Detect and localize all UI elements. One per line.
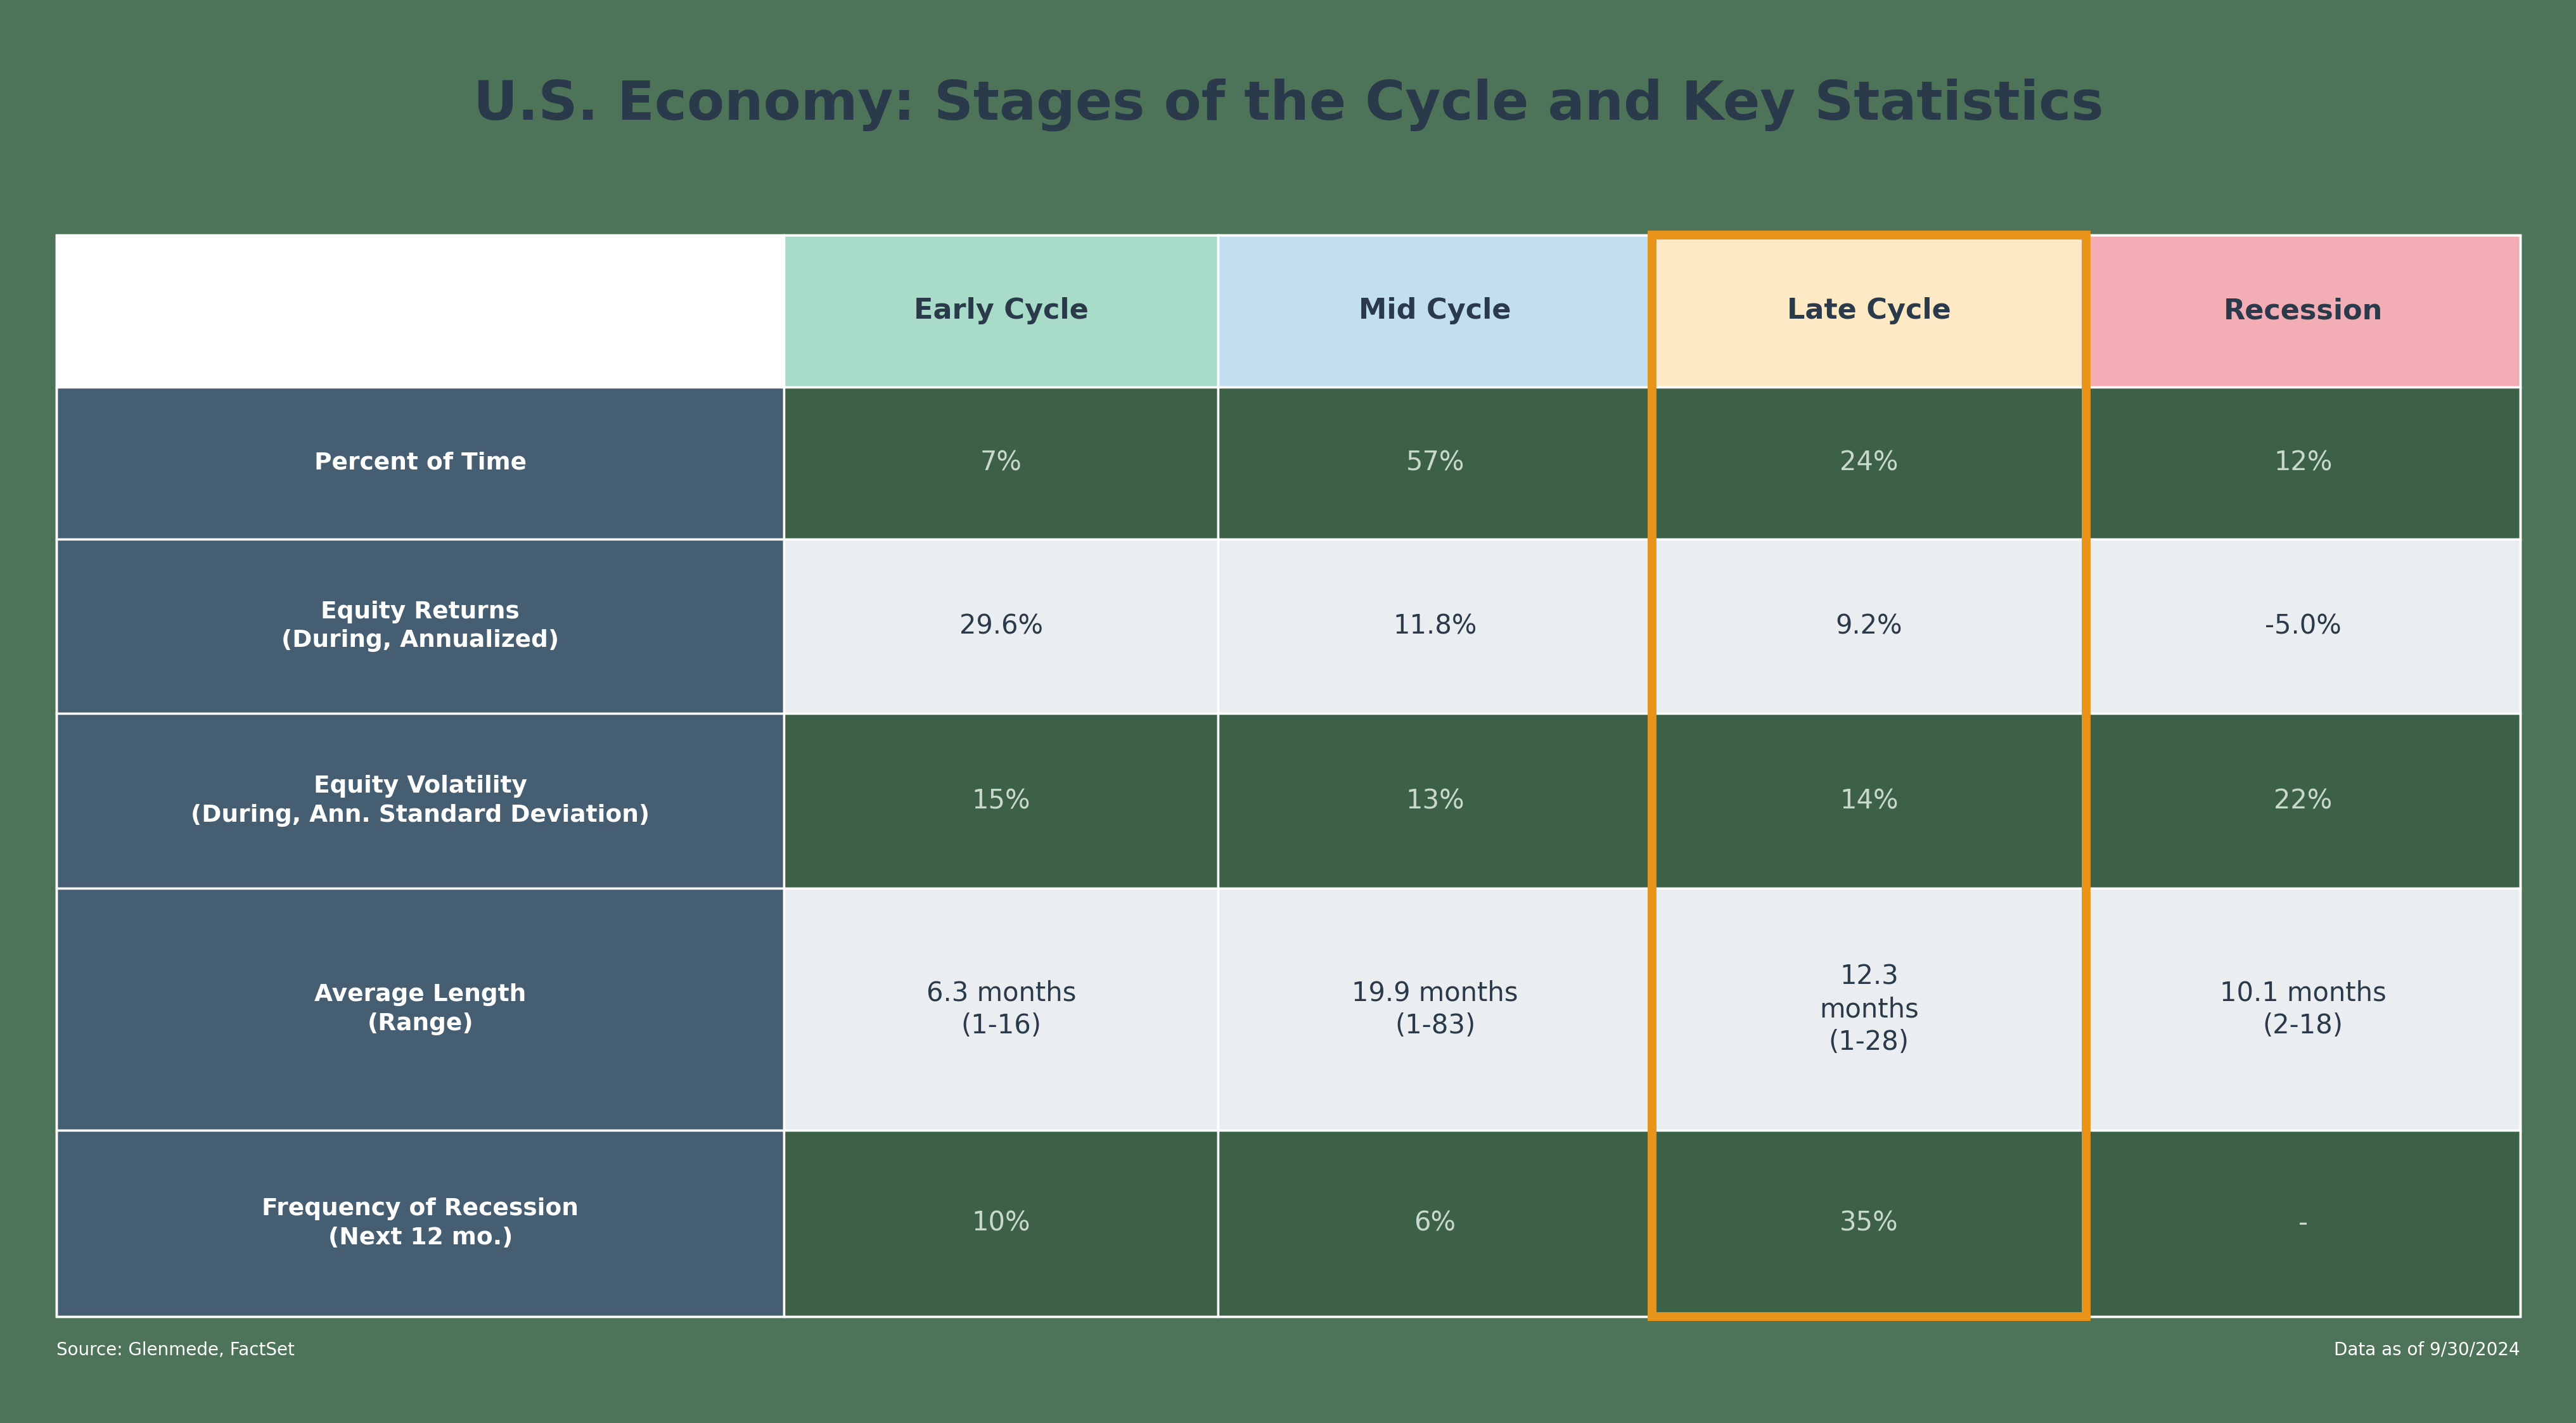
Bar [1651, 713, 2087, 888]
Text: Source: Glenmede, FactSet: Source: Glenmede, FactSet [57, 1342, 294, 1359]
Text: 9.2%: 9.2% [1834, 613, 1901, 639]
Text: 57%: 57% [1406, 450, 1463, 477]
Bar [57, 539, 783, 713]
Bar [57, 235, 2519, 1316]
Text: Early Cycle: Early Cycle [914, 297, 1087, 324]
Text: 14%: 14% [1839, 787, 1899, 814]
Bar [783, 713, 1218, 888]
Bar [783, 387, 1218, 539]
Bar [783, 539, 1218, 713]
Bar [1651, 1130, 2087, 1316]
Text: 10.1 months
(2-18): 10.1 months (2-18) [2218, 979, 2385, 1039]
Text: 24%: 24% [1839, 450, 1899, 477]
Text: 10%: 10% [971, 1210, 1030, 1237]
Text: U.S. Economy: Stages of the Cycle and Key Statistics: U.S. Economy: Stages of the Cycle and Ke… [474, 78, 2102, 131]
Text: -: - [2298, 1210, 2308, 1237]
Bar [1218, 713, 1651, 888]
Bar [1651, 235, 2087, 1316]
Bar [2087, 713, 2519, 888]
Bar [783, 888, 1218, 1130]
Bar [1218, 235, 1651, 387]
Bar [1218, 888, 1651, 1130]
Text: 7%: 7% [979, 450, 1023, 477]
Bar [57, 1130, 783, 1316]
Bar [2087, 235, 2519, 387]
Bar [57, 235, 783, 387]
Bar [1651, 235, 2087, 387]
Text: 19.9 months
(1-83): 19.9 months (1-83) [1352, 979, 1517, 1039]
Bar [57, 888, 783, 1130]
Text: Percent of Time: Percent of Time [314, 451, 526, 474]
Bar [1651, 539, 2087, 713]
Text: Data as of 9/30/2024: Data as of 9/30/2024 [2334, 1342, 2519, 1359]
Bar [783, 1130, 1218, 1316]
Bar [1651, 888, 2087, 1130]
Bar [1651, 387, 2087, 539]
Text: -5.0%: -5.0% [2264, 613, 2342, 639]
Bar [783, 235, 1218, 387]
Text: 11.8%: 11.8% [1394, 613, 1476, 639]
Bar [57, 713, 783, 888]
Text: Equity Volatility
(During, Ann. Standard Deviation): Equity Volatility (During, Ann. Standard… [191, 776, 649, 827]
Text: 6%: 6% [1414, 1210, 1455, 1237]
Bar [1218, 539, 1651, 713]
Bar [1218, 387, 1651, 539]
Text: Late Cycle: Late Cycle [1788, 297, 1950, 324]
Text: Average Length
(Range): Average Length (Range) [314, 983, 526, 1035]
Bar [2087, 387, 2519, 539]
Text: 29.6%: 29.6% [958, 613, 1043, 639]
Text: Mid Cycle: Mid Cycle [1358, 297, 1512, 324]
Bar [57, 235, 2519, 1316]
Text: Equity Returns
(During, Annualized): Equity Returns (During, Annualized) [281, 601, 559, 652]
Text: 6.3 months
(1-16): 6.3 months (1-16) [925, 979, 1077, 1039]
Bar [2087, 539, 2519, 713]
Text: Recession: Recession [2223, 297, 2383, 324]
Text: 15%: 15% [971, 787, 1030, 814]
Text: 35%: 35% [1839, 1210, 1899, 1237]
Text: Frequency of Recession
(Next 12 mo.): Frequency of Recession (Next 12 mo.) [263, 1197, 580, 1249]
Text: 13%: 13% [1406, 787, 1463, 814]
Text: 22%: 22% [2272, 787, 2331, 814]
Bar [57, 387, 783, 539]
Bar [2087, 1130, 2519, 1316]
Bar [2087, 888, 2519, 1130]
Text: 12.3
months
(1-28): 12.3 months (1-28) [1819, 963, 1919, 1056]
Bar [1218, 1130, 1651, 1316]
Text: 12%: 12% [2272, 450, 2331, 477]
